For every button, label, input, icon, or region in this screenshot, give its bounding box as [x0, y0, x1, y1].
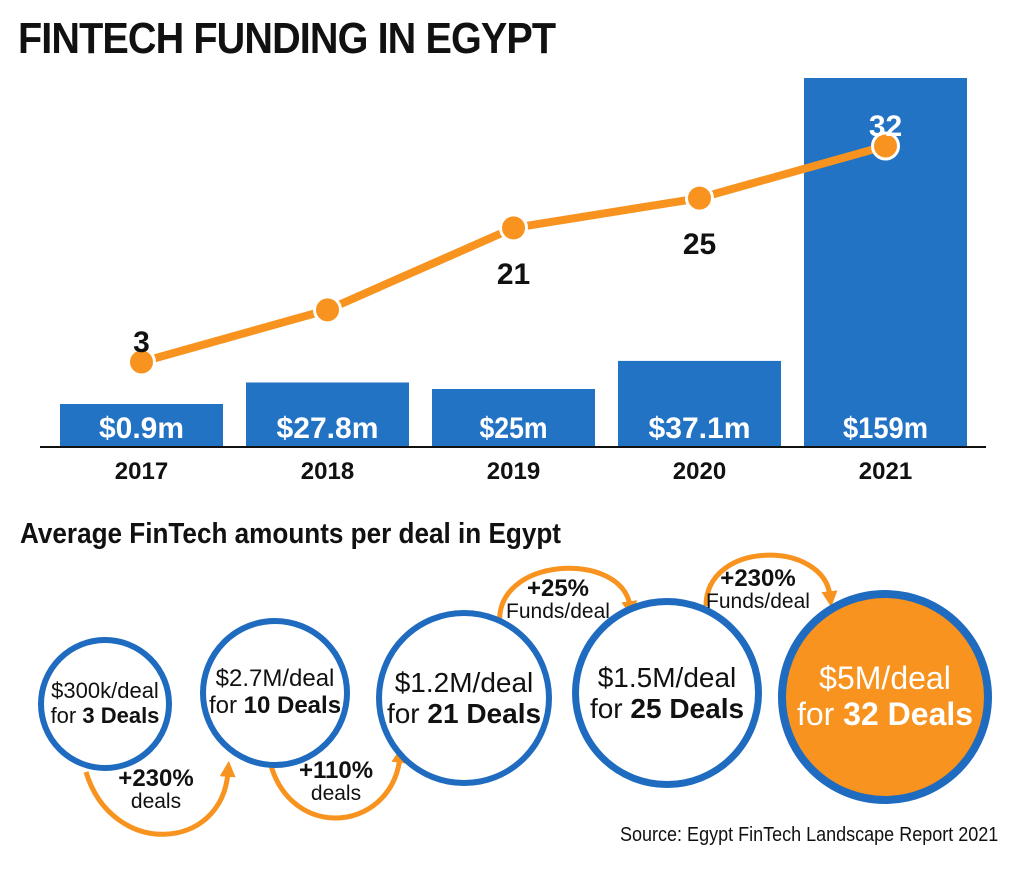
deal-count: 3 Deals: [82, 703, 160, 728]
bar-value-label: $0.9m: [99, 412, 184, 445]
deals-point: [499, 213, 528, 243]
x-tick-label: 2021: [859, 458, 912, 485]
deal-bubble-2021: $5M/deal for 32 Deals: [778, 590, 992, 804]
deal-prefix: for: [208, 692, 244, 719]
change-label-2: +110% deals: [290, 758, 382, 805]
page-title: FINTECH FUNDING IN EGYPT: [18, 14, 556, 63]
deal-prefix: for: [589, 693, 631, 724]
x-tick-label: 2017: [115, 458, 168, 485]
deals-point: [685, 183, 714, 213]
change-pct: +230%: [720, 565, 796, 592]
deal-count: 21 Deals: [427, 698, 542, 729]
section-subtitle: Average FinTech amounts per deal in Egyp…: [20, 518, 561, 550]
change-label: deals: [310, 782, 362, 806]
change-pct: +25%: [526, 575, 590, 602]
change-label: deals: [130, 790, 182, 814]
deals-value-label: 10: [311, 336, 344, 369]
deal-prefix: for: [386, 698, 428, 729]
deals-point: [313, 295, 342, 325]
deals-value-label: 25: [683, 228, 716, 261]
funding-chart: $0.9m 2017 $27.8m 2018 $25m 2019 $37.1m 2020 $15…: [40, 78, 986, 485]
change-label-1: +230% deals: [110, 766, 202, 813]
deal-bubble-2018: $2.7M/deal for 10 Deals: [200, 618, 350, 768]
x-tick-label: 2020: [673, 458, 726, 485]
change-arrow-1: [83, 760, 236, 837]
deals-value-label: 21: [497, 258, 530, 291]
deal-bubble-2020: $1.5M/deal for 25 Deals: [572, 598, 762, 788]
change-pct: +110%: [298, 757, 374, 784]
x-tick-label: 2019: [487, 458, 540, 485]
x-tick-label: 2018: [301, 458, 354, 485]
deal-amount: $5M/deal: [819, 660, 951, 697]
deal-count: 10 Deals: [243, 692, 342, 719]
deal-bubble-2019: $1.2M/deal for 21 Deals: [376, 610, 552, 786]
source-note: Source: Egypt FinTech Landscape Report 2…: [619, 824, 998, 846]
change-label-4: +230% Funds/deal: [700, 566, 816, 613]
deal-amount: $300k/deal: [51, 678, 159, 704]
change-label-3: +25% Funds/deal: [500, 576, 616, 623]
change-label: Funds/deal: [706, 590, 810, 614]
deal-amount: $1.5M/deal: [597, 661, 737, 693]
deals-value-label: 32: [869, 110, 902, 143]
bar-value-label: $27.8m: [277, 412, 379, 445]
deals-point: [871, 131, 900, 161]
bar-value-label: $159m: [843, 412, 928, 445]
change-arrow-2: [265, 746, 408, 821]
deal-count: 32 Deals: [843, 696, 974, 732]
deals-value-label: 3: [133, 326, 150, 359]
bar-2018: [246, 382, 409, 447]
change-label: Funds/deal: [506, 600, 610, 624]
change-pct: +230%: [118, 765, 194, 792]
deal-amount: $1.2M/deal: [394, 666, 534, 698]
change-arrow-4: [703, 552, 838, 608]
bar-2017: [60, 404, 223, 447]
deal-amount: $2.7M/deal: [215, 665, 335, 693]
deal-prefix: for: [796, 696, 844, 732]
deal-count: 25 Deals: [630, 693, 745, 724]
change-arrow-3: [497, 565, 638, 627]
deal-prefix: for: [50, 703, 83, 728]
bar-2019: [432, 388, 595, 447]
bar-2020: [618, 360, 781, 447]
bar-value-label: $25m: [480, 412, 548, 445]
deal-bubble-2017: $300k/deal for 3 Deals: [38, 637, 172, 771]
deals-point: [127, 347, 156, 377]
bar-value-label: $37.1m: [649, 412, 751, 445]
